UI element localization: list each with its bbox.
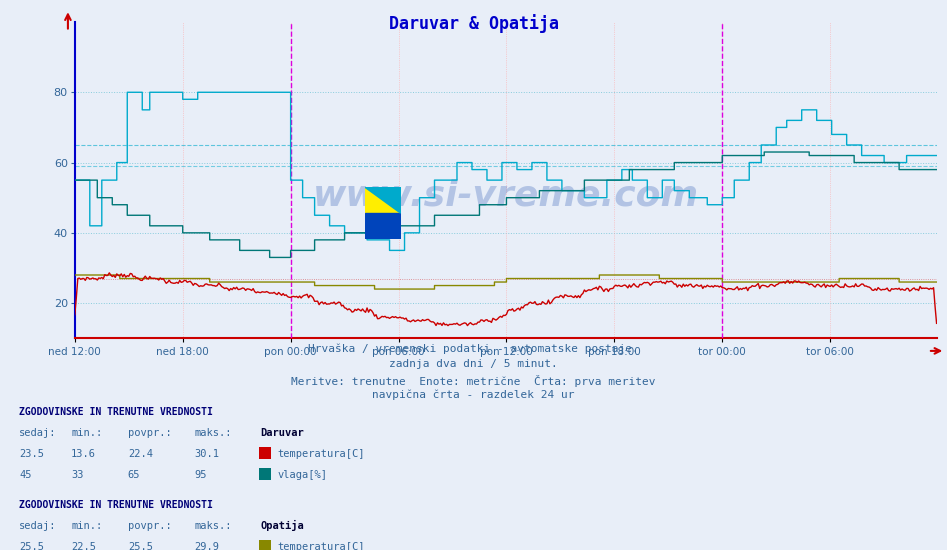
Text: Hrvaška / vremenski podatki - avtomatske postaje.: Hrvaška / vremenski podatki - avtomatske… [308,344,639,354]
Text: 25.5: 25.5 [19,542,44,550]
Text: 29.9: 29.9 [194,542,219,550]
Text: www.si-vreme.com: www.si-vreme.com [313,179,699,213]
Text: sedaj:: sedaj: [19,521,57,531]
Text: 22.4: 22.4 [128,449,152,459]
Polygon shape [365,187,401,213]
Text: povpr.:: povpr.: [128,521,171,531]
Text: vlaga[%]: vlaga[%] [277,470,328,480]
Text: zadnja dva dni / 5 minut.: zadnja dva dni / 5 minut. [389,359,558,369]
Text: 25.5: 25.5 [128,542,152,550]
Text: povpr.:: povpr.: [128,428,171,438]
Text: Meritve: trenutne  Enote: metrične  Črta: prva meritev: Meritve: trenutne Enote: metrične Črta: … [292,375,655,387]
Text: ZGODOVINSKE IN TRENUTNE VREDNOSTI: ZGODOVINSKE IN TRENUTNE VREDNOSTI [19,407,213,417]
Text: 22.5: 22.5 [71,542,96,550]
Text: 45: 45 [19,470,31,480]
Text: maks.:: maks.: [194,428,232,438]
Text: 23.5: 23.5 [19,449,44,459]
Text: temperatura[C]: temperatura[C] [277,449,365,459]
Text: temperatura[C]: temperatura[C] [277,542,365,550]
Text: 65: 65 [128,470,140,480]
Text: maks.:: maks.: [194,521,232,531]
Bar [365,187,401,213]
Text: Daruvar & Opatija: Daruvar & Opatija [388,14,559,33]
Bar [365,213,401,239]
Text: min.:: min.: [71,428,102,438]
Text: Daruvar: Daruvar [260,428,304,438]
Text: 33: 33 [71,470,83,480]
Text: navpična črta - razdelek 24 ur: navpična črta - razdelek 24 ur [372,390,575,400]
Text: min.:: min.: [71,521,102,531]
Text: ZGODOVINSKE IN TRENUTNE VREDNOSTI: ZGODOVINSKE IN TRENUTNE VREDNOSTI [19,500,213,510]
Text: 30.1: 30.1 [194,449,219,459]
Text: sedaj:: sedaj: [19,428,57,438]
Text: Opatija: Opatija [260,520,304,531]
Text: 95: 95 [194,470,206,480]
Text: 13.6: 13.6 [71,449,96,459]
